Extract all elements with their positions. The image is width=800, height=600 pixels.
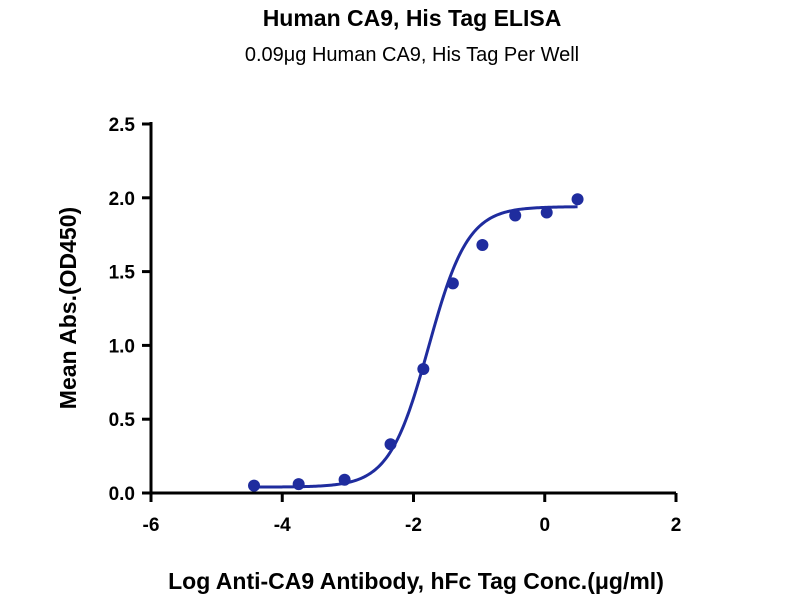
data-point bbox=[338, 473, 351, 486]
y-tick-label: 1.5 bbox=[109, 263, 136, 284]
x-tick-label: 0 bbox=[539, 515, 550, 536]
data-point bbox=[540, 206, 553, 219]
y-tick-label: 0.0 bbox=[109, 484, 135, 505]
data-point bbox=[384, 438, 397, 451]
x-axis-label: Log Anti-CA9 Antibody, hFc Tag Conc.(μg/… bbox=[168, 568, 664, 594]
y-tick-label: 2.0 bbox=[109, 189, 135, 210]
x-ticks: -6 -4 -2 0 2 bbox=[143, 493, 682, 536]
data-point bbox=[248, 479, 261, 492]
y-tick-label: 0.5 bbox=[109, 410, 136, 431]
x-tick-label: 2 bbox=[671, 515, 682, 536]
x-tick-label: -2 bbox=[405, 515, 422, 536]
data-point bbox=[509, 209, 522, 222]
axes bbox=[149, 122, 676, 495]
data-point bbox=[571, 193, 584, 206]
data-point bbox=[292, 478, 305, 491]
x-tick-label: -4 bbox=[274, 515, 291, 536]
data-point bbox=[446, 277, 459, 290]
chart-title: Human CA9, His Tag ELISA bbox=[263, 5, 562, 31]
chart-subtitle: 0.09μg Human CA9, His Tag Per Well bbox=[245, 44, 579, 66]
y-ticks: 0.0 0.5 1.0 1.5 2.0 2.5 bbox=[109, 115, 151, 505]
y-tick-label: 2.5 bbox=[109, 115, 136, 136]
data-point bbox=[417, 363, 430, 376]
y-axis-label: Mean Abs.(OD450) bbox=[55, 207, 81, 409]
data-points bbox=[248, 193, 584, 492]
fit-curve bbox=[254, 205, 578, 489]
x-tick-label: -6 bbox=[143, 515, 160, 536]
data-point bbox=[476, 239, 489, 252]
y-tick-label: 1.0 bbox=[109, 336, 135, 357]
